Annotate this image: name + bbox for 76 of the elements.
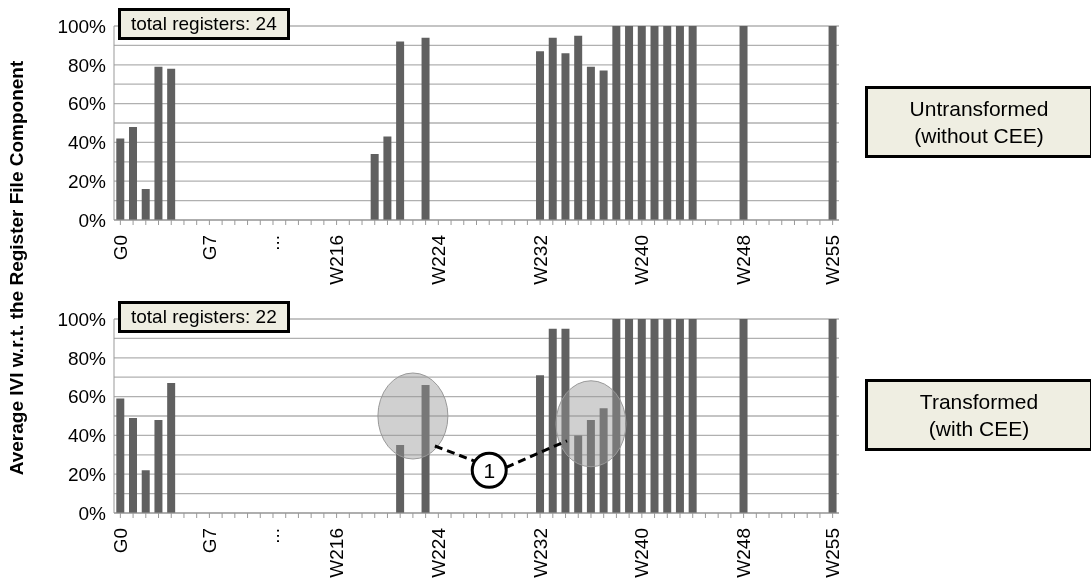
y-tick-label: 80% [67,54,107,76]
x-tick-label: G0 [109,528,131,554]
bar [688,26,697,220]
bar [688,319,697,513]
annotation: 1 [483,458,496,482]
bar [141,188,150,220]
x-tick-label: W216 [326,528,348,578]
bar [739,319,748,513]
text: Transformed (with CEE) [865,379,1091,451]
x-tick-label: W232 [529,235,551,285]
x-tick-label: W240 [631,235,653,285]
x-tick-label: ... [262,528,284,544]
x-tick-label: W224 [427,234,449,285]
bar [167,68,176,220]
y-tick-label: 100% [57,15,107,37]
bar [548,328,557,513]
x-tick-label: G0 [109,235,131,261]
x-tick-label: W255 [822,235,844,285]
bar [828,26,837,220]
y-tick-label: 40% [67,425,107,447]
y-tick-label: 80% [67,347,107,369]
bar [574,35,583,220]
x-tick-label: G7 [198,235,220,261]
bar [586,66,595,220]
bar [536,375,545,513]
bar [739,26,748,220]
x-tick-label: W232 [529,528,551,578]
bar [396,445,405,513]
bar [383,136,392,220]
bar [396,41,405,220]
y-tick-label: 60% [67,93,107,115]
bar [548,37,557,220]
y-tick-label: 0% [78,502,107,524]
bar [536,51,545,220]
bar [421,37,430,220]
x-tick-label: W255 [822,528,844,578]
bar [154,66,163,220]
bar [612,26,621,220]
bar [663,319,672,513]
bar [625,319,634,513]
bar [129,417,138,513]
y-tick-label: 20% [67,463,107,485]
bar [561,53,570,220]
y-tick-label: 100% [57,308,107,330]
bar [141,470,150,513]
y-tick-label: 60% [67,386,107,408]
bar [637,319,646,513]
bar [650,319,659,513]
bar [116,398,125,513]
x-tick-label: W248 [733,235,755,285]
bar [154,419,163,513]
annotation: total registers: 22 [118,301,290,333]
x-tick-label: W224 [427,527,449,578]
annotation: total registers: 24 [118,8,290,40]
x-tick-label: ... [262,235,284,251]
bar [370,154,379,220]
bar [167,383,176,513]
x-tick-label: W216 [326,235,348,285]
y-tick-label: 40% [67,132,107,154]
y-tick-label: 0% [78,209,107,231]
text: Untransformed (without CEE) [865,86,1091,158]
bar [599,70,608,220]
bar [637,26,646,220]
bar [650,26,659,220]
y-axis-title: Average IVI w.r.t. the Register File Component [6,60,28,476]
bar [116,138,125,220]
bar [675,319,684,513]
x-tick-label: W248 [733,528,755,578]
bar [129,126,138,220]
x-tick-label: W240 [631,528,653,578]
bar [828,319,837,513]
y-tick-label: 20% [67,170,107,192]
x-tick-label: G7 [198,528,220,554]
bar [675,26,684,220]
bar [625,26,634,220]
bar [663,26,672,220]
